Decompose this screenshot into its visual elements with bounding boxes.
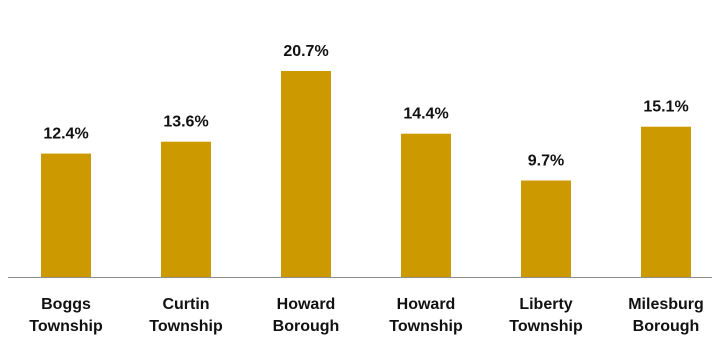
category-label-4: Liberty Township xyxy=(509,296,583,335)
bar-1 xyxy=(161,141,211,277)
category-label-5-line-0: Milesburg xyxy=(628,296,704,313)
category-label-0-line-1: Township xyxy=(29,318,103,335)
category-label-3-line-1: Township xyxy=(389,318,463,335)
bar-4 xyxy=(521,180,571,277)
category-label-1-line-0: Curtin xyxy=(162,296,209,313)
category-label-4-line-1: Township xyxy=(509,318,583,335)
category-labels-layer: Boggs Township Curtin Township Howard Borough… xyxy=(29,296,704,335)
value-label-3: 14.4% xyxy=(403,106,448,123)
category-label-3: Howard Township xyxy=(389,296,463,335)
value-label-2: 20.7% xyxy=(283,43,328,60)
bar-5 xyxy=(641,126,691,277)
category-label-5-line-1: Borough xyxy=(633,318,700,335)
category-label-0: Boggs Township xyxy=(29,296,103,335)
category-label-1: Curtin Township xyxy=(149,296,223,335)
category-label-2-line-0: Howard xyxy=(277,296,336,313)
bar-2 xyxy=(281,71,331,277)
value-label-0: 12.4% xyxy=(43,126,88,143)
category-label-0-line-0: Boggs xyxy=(41,296,91,313)
value-label-1: 13.6% xyxy=(163,114,208,131)
category-label-5: Milesburg Borough xyxy=(628,296,704,335)
value-labels-layer: 12.4% 13.6% 20.7% 14.4% 9.7% 15.1% xyxy=(43,43,688,170)
category-label-1-line-1: Township xyxy=(149,318,223,335)
category-label-2-line-1: Borough xyxy=(273,318,340,335)
category-label-3-line-0: Howard xyxy=(397,296,456,313)
bar-0 xyxy=(41,153,91,277)
category-label-4-line-0: Liberty xyxy=(519,296,572,313)
value-label-4: 9.7% xyxy=(528,153,564,170)
value-label-5: 15.1% xyxy=(643,99,688,116)
category-label-2: Howard Borough xyxy=(273,296,340,335)
bar-3 xyxy=(401,133,451,277)
bars-layer xyxy=(41,71,691,277)
